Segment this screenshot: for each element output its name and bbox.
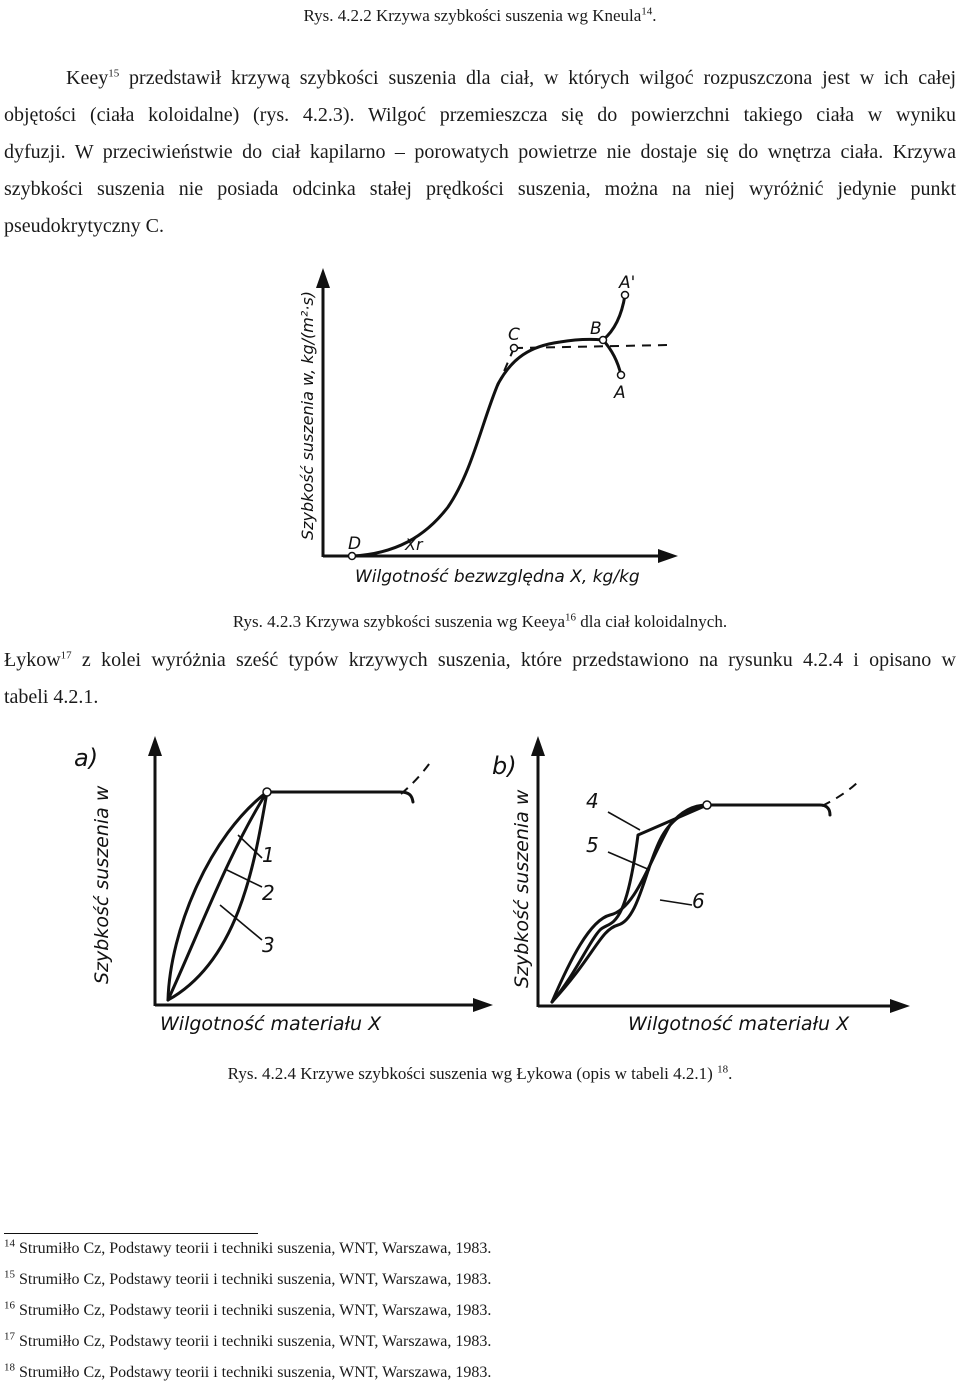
x-axis-arrowhead <box>890 999 910 1013</box>
footnote-17: 17 Strumiłło Cz, Podstawy teorii i techn… <box>4 1330 492 1350</box>
figure-lykow-panel-a: 1 2 3 a) Wilgotność materiału X Szybkość… <box>74 736 493 1035</box>
label-a-prime: A' <box>618 273 635 293</box>
point-b <box>598 335 608 345</box>
label-xr: Xr <box>404 535 424 554</box>
leader-2 <box>226 869 263 888</box>
label-d: D <box>348 534 361 554</box>
figure-caption-4-2-2: Rys. 4.2.2 Krzywa szybkości suszenia wg … <box>303 5 657 25</box>
x-axis-label: Wilgotność bezwzględna X, kg/kg <box>355 567 640 587</box>
y-axis-arrowhead <box>316 268 330 288</box>
curve-4 <box>550 803 709 1004</box>
footnote-ref-15[interactable]: 15 <box>108 67 120 80</box>
label-a: A <box>613 383 626 403</box>
panel-label-a: a) <box>74 744 98 772</box>
curve-label-1: 1 <box>262 843 275 867</box>
y-axis-arrowhead <box>531 736 545 756</box>
point-d <box>347 551 357 561</box>
y-axis-label: Szybkość suszenia w <box>91 785 113 984</box>
curve-label-6: 6 <box>692 889 705 913</box>
footnote-16: 16 Strumiłło Cz, Podstawy teorii i techn… <box>4 1299 492 1319</box>
footnote-ref-16[interactable]: 16 <box>565 611 577 624</box>
critical-point <box>702 800 712 810</box>
curve-1 <box>166 790 269 1002</box>
paragraph-line: Keey15 przedstawił krzywą szybkości susz… <box>66 67 956 89</box>
leader-6 <box>659 899 693 906</box>
y-axis-label: Szybkość suszenia w <box>511 789 533 988</box>
plateau-line <box>705 803 832 817</box>
paragraph-line: pseudokrytyczny C. <box>4 215 164 237</box>
pseudo-constant-line <box>513 344 669 349</box>
footnote-ref-17[interactable]: 17 <box>60 649 72 662</box>
footnote-ref-14[interactable]: 14 <box>641 5 653 18</box>
label-c: C <box>508 325 520 345</box>
paragraph-keey: Keey15 przedstawił krzywą szybkości susz… <box>4 60 956 245</box>
critical-point <box>262 787 272 797</box>
curve-label-2: 2 <box>262 881 275 905</box>
paragraph-line: dyfuzji. W przeciwieństwie do ciał kapil… <box>4 141 956 163</box>
x-axis-label: Wilgotność materiału X <box>160 1013 382 1035</box>
leader-5 <box>607 851 651 871</box>
figure-caption-4-2-3: Rys. 4.2.3 Krzywa szybkości suszenia wg … <box>232 611 728 631</box>
curve-3 <box>166 790 269 1002</box>
curve-label-3: 3 <box>262 933 275 957</box>
x-axis-label: Wilgotność materiału X <box>628 1013 850 1035</box>
point-a-prime <box>620 290 630 300</box>
curve-label-5: 5 <box>586 833 599 857</box>
y-axis-label: Szybkość suszenia w, kg/(m²·s) <box>298 291 317 540</box>
panel-label-b: b) <box>492 752 517 780</box>
footnote-separator <box>4 1233 258 1234</box>
point-a <box>616 370 626 380</box>
footnote-ref-18[interactable]: 18 <box>717 1063 729 1076</box>
x-axis-arrowhead <box>658 549 678 563</box>
paragraph-line: objętości (ciała koloidalne) (rys. 4.2.3… <box>4 104 956 126</box>
tangent-dash <box>495 347 515 391</box>
label-b: B <box>590 319 602 339</box>
plateau-line <box>265 790 415 804</box>
curve-2 <box>166 790 269 1002</box>
figure-keey-drying-curve: D Xr C B A A' Wilgotność bezwzględna X, … <box>298 268 678 587</box>
point-c <box>509 343 519 353</box>
plateau-dashed-continuation <box>400 759 433 795</box>
drying-rate-curve <box>350 337 605 558</box>
footnote-15: 15 Strumiłło Cz, Podstawy teorii i techn… <box>4 1268 492 1288</box>
paragraph-line: szybkości suszenia nie posiada odcinka s… <box>4 178 956 200</box>
y-axis-arrowhead <box>148 736 162 756</box>
x-axis-arrowhead <box>473 998 493 1012</box>
leader-1 <box>237 834 263 859</box>
leader-3 <box>219 904 263 941</box>
paragraph-line: Łykow17 z kolei wyróżnia sześć typów krz… <box>4 649 956 671</box>
curve-6 <box>550 803 709 1004</box>
paragraph-line: tabeli 4.2.1. <box>4 686 99 708</box>
footnote-14: 14 Strumiłło Cz, Podstawy teorii i techn… <box>4 1237 492 1257</box>
curve-label-4: 4 <box>586 789 599 813</box>
figure-lykow-panel-b: 4 5 6 b) Wilgotność materiału X Szybkość… <box>492 736 910 1035</box>
leader-4 <box>607 811 641 831</box>
plateau-dashed-continuation <box>821 779 861 807</box>
footnote-18: 18 Strumiłło Cz, Podstawy teorii i techn… <box>4 1361 492 1381</box>
paragraph-lykow: Łykow17 z kolei wyróżnia sześć typów krz… <box>4 642 956 716</box>
branch-to-a-prime <box>601 293 627 342</box>
figure-caption-4-2-4: Rys. 4.2.4 Krzywe szybkości suszenia wg … <box>227 1063 733 1083</box>
